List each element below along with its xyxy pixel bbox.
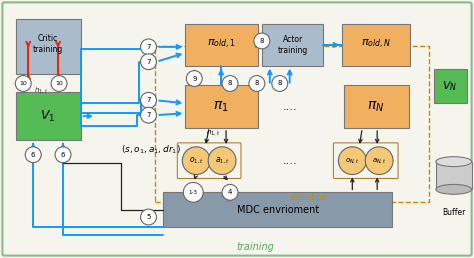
Text: 10: 10: [55, 81, 63, 86]
Circle shape: [272, 76, 288, 91]
Text: $\pi_1$: $\pi_1$: [213, 100, 229, 115]
FancyBboxPatch shape: [436, 162, 472, 189]
Circle shape: [254, 33, 270, 49]
Text: 8: 8: [277, 80, 282, 86]
Text: $h_{1,t}$: $h_{1,t}$: [206, 127, 220, 137]
Circle shape: [141, 92, 156, 108]
FancyBboxPatch shape: [262, 24, 323, 66]
Text: $a_{N,t}$: $a_{N,t}$: [372, 156, 386, 165]
Text: 5: 5: [146, 214, 151, 220]
Text: 7: 7: [146, 44, 151, 50]
Text: 4: 4: [228, 189, 232, 195]
Circle shape: [183, 182, 203, 202]
Ellipse shape: [436, 184, 472, 194]
Circle shape: [186, 71, 202, 86]
Text: 8: 8: [255, 80, 259, 86]
FancyBboxPatch shape: [16, 19, 81, 74]
Circle shape: [338, 147, 366, 174]
Text: 9: 9: [192, 76, 197, 82]
Ellipse shape: [436, 157, 472, 167]
Text: $V_N$: $V_N$: [442, 79, 457, 93]
Circle shape: [208, 147, 236, 174]
Text: $(s, o_1, a_1, dr_1)$: $(s, o_1, a_1, dr_1)$: [121, 143, 181, 156]
Text: ....: ....: [283, 156, 297, 166]
Circle shape: [51, 76, 67, 91]
Text: $\pi_{old,1}$: $\pi_{old,1}$: [207, 38, 236, 51]
Text: 6: 6: [31, 152, 36, 158]
Circle shape: [15, 76, 31, 91]
Text: $o_{N,t}$: $o_{N,t}$: [345, 156, 360, 165]
Circle shape: [182, 147, 210, 174]
FancyBboxPatch shape: [434, 69, 466, 103]
Circle shape: [141, 209, 156, 225]
Circle shape: [141, 39, 156, 55]
Text: execution: execution: [290, 193, 327, 202]
Text: $\pi_N$: $\pi_N$: [367, 100, 385, 115]
FancyBboxPatch shape: [345, 85, 409, 128]
FancyBboxPatch shape: [185, 24, 258, 66]
Text: $\pi_{old,N}$: $\pi_{old,N}$: [361, 38, 391, 51]
Text: $V_1$: $V_1$: [40, 109, 56, 124]
Text: training: training: [236, 242, 274, 252]
Text: 7: 7: [146, 97, 151, 103]
Text: Critic
training: Critic training: [33, 34, 63, 54]
Text: 10: 10: [19, 81, 27, 86]
FancyBboxPatch shape: [164, 192, 392, 227]
Text: 8: 8: [260, 38, 264, 44]
Circle shape: [55, 147, 71, 163]
FancyBboxPatch shape: [16, 92, 81, 140]
Circle shape: [25, 147, 41, 163]
Text: 1-3: 1-3: [189, 190, 198, 195]
Text: 8: 8: [228, 80, 232, 86]
Text: 7: 7: [146, 59, 151, 65]
Text: MDC envrioment: MDC envrioment: [237, 205, 319, 215]
Text: 7: 7: [146, 112, 151, 118]
Text: $a_{1,t}$: $a_{1,t}$: [215, 156, 229, 166]
Circle shape: [141, 54, 156, 70]
Text: Buffer: Buffer: [442, 208, 465, 217]
Circle shape: [249, 76, 265, 91]
Text: ....: ....: [283, 102, 297, 112]
Text: Actor
training: Actor training: [278, 35, 308, 55]
Circle shape: [141, 107, 156, 123]
Text: 6: 6: [61, 152, 65, 158]
Circle shape: [222, 184, 238, 200]
Circle shape: [365, 147, 393, 174]
Circle shape: [222, 76, 238, 91]
Text: $o_{1,t}$: $o_{1,t}$: [189, 156, 204, 166]
FancyBboxPatch shape: [342, 24, 410, 66]
FancyBboxPatch shape: [185, 85, 258, 128]
Text: $h_{1,t}$: $h_{1,t}$: [34, 85, 48, 95]
